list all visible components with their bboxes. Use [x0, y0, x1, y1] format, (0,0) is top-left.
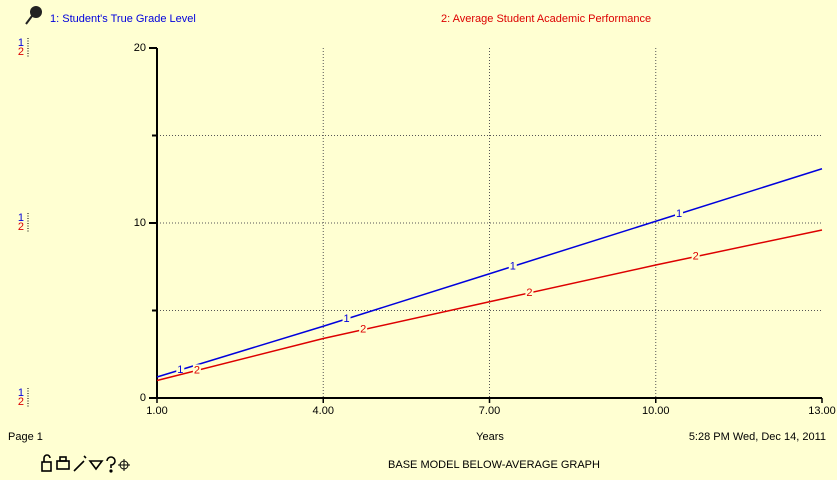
marker-bg [359, 323, 368, 336]
marker-bg [176, 363, 185, 376]
lock-icon[interactable] [41, 454, 52, 472]
filter-icon[interactable] [88, 460, 104, 471]
scale-indicator: 2 [18, 396, 24, 408]
marker-bg [691, 250, 700, 263]
series-marker: 2 [360, 324, 366, 336]
page-label: Page 1 [8, 431, 43, 443]
series-marker: 2 [693, 251, 699, 263]
pin-icon[interactable] [25, 6, 42, 25]
toolbar [41, 454, 130, 473]
graph-title: BASE MODEL BELOW-AVERAGE GRAPH [388, 459, 600, 471]
marker-bg [192, 364, 201, 377]
timestamp: 5:28 PM Wed, Dec 14, 2011 [689, 431, 826, 443]
print-icon[interactable] [56, 456, 70, 470]
y-tick-label: 10 [134, 217, 146, 229]
scale-indicator: 2 [18, 46, 24, 58]
scale-indicator: 1 [18, 37, 24, 49]
series-marker: 1 [177, 364, 183, 376]
x-tick-label: 10.00 [642, 405, 670, 417]
y-tick-label: 0 [140, 392, 146, 404]
series-marker: 1 [676, 208, 682, 220]
series-marker: 2 [194, 364, 200, 376]
series-line [156, 229, 823, 382]
help-icon[interactable] [106, 456, 116, 473]
marker-bg [675, 207, 684, 220]
x-tick-label: 13.00 [808, 405, 836, 417]
series-line [156, 168, 823, 378]
marker-bg [508, 260, 517, 273]
x-tick-label: 4.00 [313, 405, 334, 417]
series-marker: 1 [343, 313, 349, 325]
series-marker: 2 [526, 287, 532, 299]
legend-entry: 2: Average Student Academic Performance [441, 13, 651, 25]
marker-bg [342, 312, 351, 325]
scale-indicator: 2 [18, 221, 24, 233]
wand-icon[interactable] [73, 455, 87, 472]
x-tick-label: 7.00 [479, 405, 500, 417]
scale-indicator: 1 [18, 387, 24, 399]
y-tick-label: 20 [134, 42, 146, 54]
x-tick-label: 1.00 [146, 405, 167, 417]
scale-indicator: 1 [18, 212, 24, 224]
marker-bg [525, 286, 534, 299]
series-marker: 1 [510, 260, 516, 272]
x-axis-label: Years [476, 431, 504, 443]
legend-entry: 1: Student's True Grade Level [50, 13, 196, 25]
move-icon[interactable] [118, 459, 130, 471]
